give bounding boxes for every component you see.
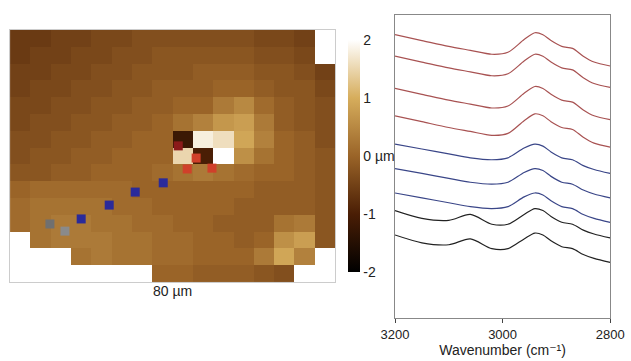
svg-text:0 µm: 0 µm — [363, 148, 394, 164]
svg-text:3200: 3200 — [381, 327, 410, 342]
svg-text:-2: -2 — [363, 264, 376, 280]
svg-text:2800: 2800 — [596, 327, 625, 342]
svg-text:-1: -1 — [363, 206, 376, 222]
svg-text:Wavenumber (cm⁻¹): Wavenumber (cm⁻¹) — [439, 342, 566, 358]
svg-text:1: 1 — [363, 90, 371, 106]
svg-text:2: 2 — [363, 32, 371, 48]
svg-text:3000: 3000 — [488, 327, 517, 342]
svg-text:80 µm: 80 µm — [153, 283, 192, 299]
